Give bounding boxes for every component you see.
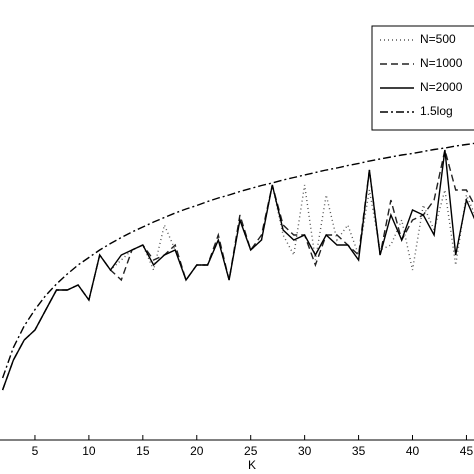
line-series — [1, 142, 474, 379]
legend-label: 1.5log — [420, 104, 453, 118]
x-tick-label: 40 — [406, 444, 420, 458]
x-tick-label: 30 — [298, 444, 312, 458]
legend-label: N=2000 — [420, 80, 463, 94]
x-tick-label: 25 — [244, 444, 258, 458]
legend: N=500 N=1000 N=2000 1.5log — [371, 25, 474, 131]
line-series — [1, 149, 474, 391]
x-tick-label: 20 — [190, 444, 204, 458]
legend-label: N=1000 — [420, 56, 463, 70]
x-tick-label: 35 — [352, 444, 366, 458]
x-tick-label: 15 — [136, 444, 150, 458]
x-axis-label: K — [248, 458, 256, 472]
line-series — [1, 149, 474, 391]
x-tick-label: 10 — [82, 444, 96, 458]
x-tick-label: 45 — [460, 444, 474, 458]
x-tick-label: 5 — [32, 444, 39, 458]
legend-label: N=500 — [420, 32, 456, 46]
legend-box — [371, 25, 474, 131]
